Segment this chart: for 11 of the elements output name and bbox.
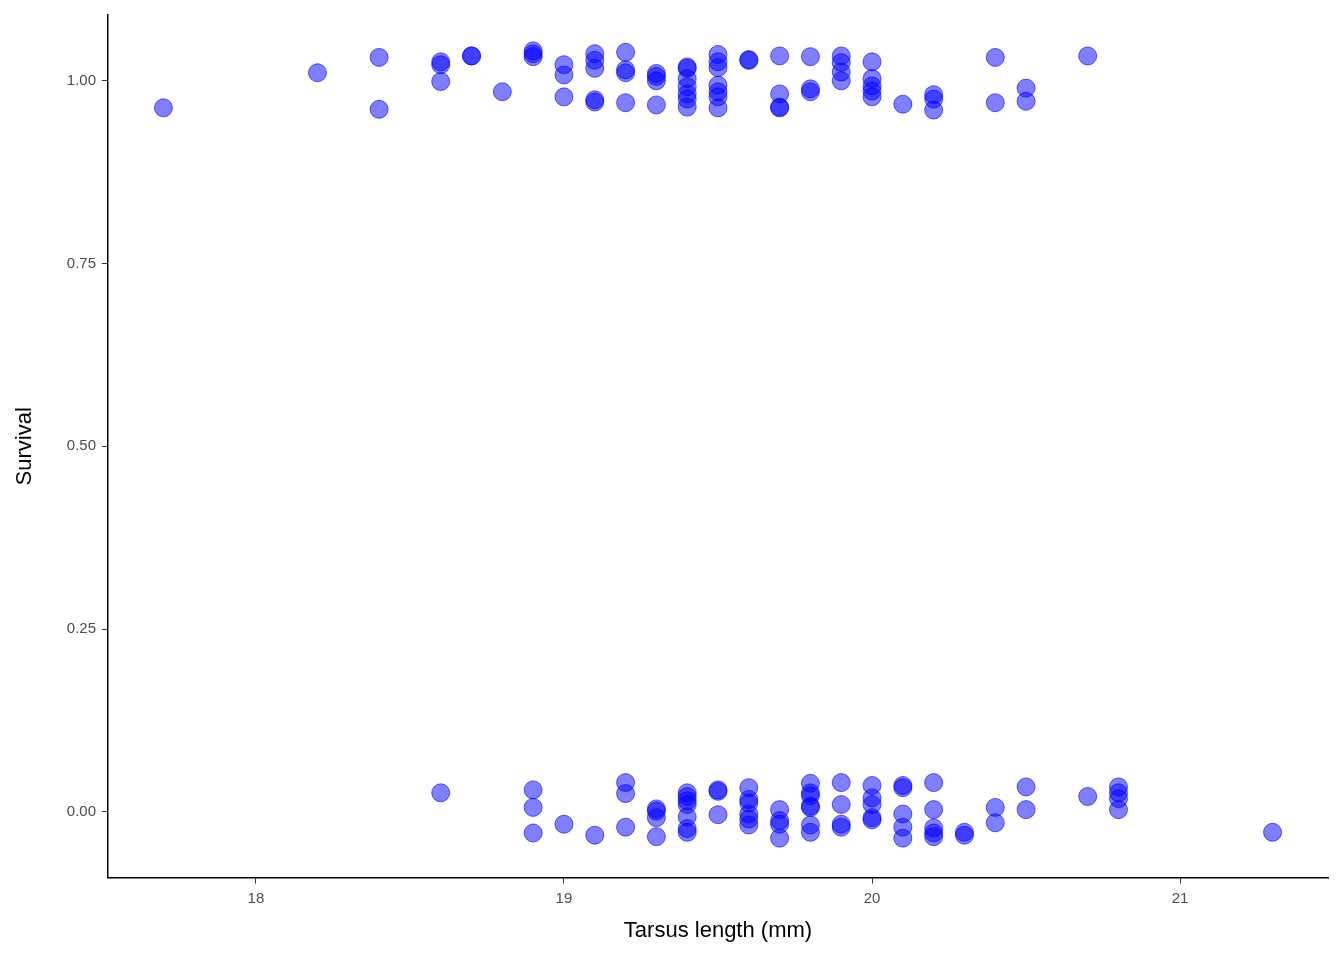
y-tick-label: 0.25 [66, 619, 96, 637]
y-tick-label: 0.50 [66, 436, 96, 454]
x-tick-label: 20 [863, 888, 881, 906]
x-tick-label: 18 [247, 888, 265, 906]
y-tick-label: 1.00 [66, 70, 96, 88]
x-axis-title: Tarsus length (mm) [623, 916, 813, 942]
y-tick-label: 0.00 [66, 801, 96, 819]
y-axis-title: Survival [11, 407, 37, 486]
y-tick-label: 0.75 [66, 253, 96, 271]
x-tick-label: 19 [555, 888, 573, 906]
x-tick-label: 21 [1171, 888, 1189, 906]
